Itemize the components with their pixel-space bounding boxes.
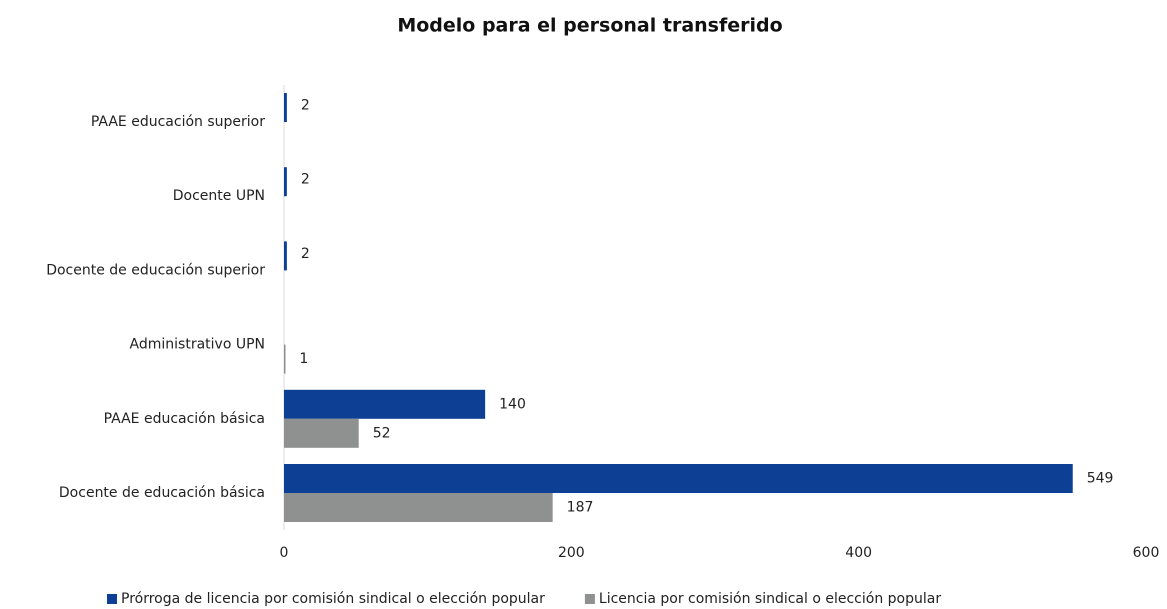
y-tick-label: Docente de educación básica	[59, 485, 265, 501]
x-tick-label: 400	[845, 545, 872, 561]
bar	[284, 241, 287, 271]
y-tick-label: Docente UPN	[173, 188, 265, 204]
bar	[284, 93, 287, 122]
bar	[284, 344, 286, 374]
bar	[284, 464, 1073, 493]
y-tick-label: PAAE educación básica	[104, 411, 265, 427]
y-tick-label: Docente de educación superior	[46, 262, 265, 278]
legend-marker	[584, 594, 595, 604]
data-label: 2	[301, 98, 310, 114]
bar	[284, 418, 359, 448]
data-label: 140	[499, 396, 526, 412]
x-tick-label: 200	[558, 545, 585, 561]
bar	[284, 389, 486, 419]
legend-marker	[107, 594, 117, 604]
data-label: 549	[1087, 471, 1114, 487]
y-tick-label: Administrativo UPN	[130, 337, 265, 353]
data-label: 2	[301, 246, 310, 262]
bar	[284, 167, 287, 197]
y-tick-label: PAAE educación superior	[91, 114, 265, 130]
bar	[284, 493, 553, 522]
x-tick-label: 0	[280, 545, 289, 561]
x-tick-label: 600	[1133, 545, 1160, 561]
chart-title: Modelo para el personal transferido	[397, 15, 782, 37]
data-label: 52	[373, 425, 391, 441]
data-label: 187	[567, 500, 594, 516]
data-label: 1	[299, 351, 308, 367]
data-label: 2	[301, 172, 310, 188]
legend-label: Prórroga de licencia por comisión sindic…	[121, 591, 545, 607]
legend-label: Licencia por comisión sindical o elecció…	[599, 591, 941, 607]
